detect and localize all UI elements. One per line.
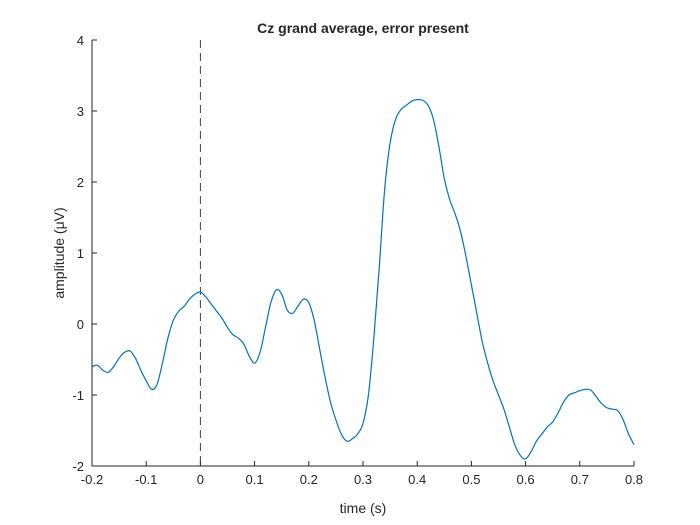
x-tick-label: 0.5 — [462, 472, 480, 487]
x-tick-label: -0.2 — [81, 472, 103, 487]
amplitude-series-line — [91, 98, 635, 460]
y-tick-label: -1 — [72, 388, 84, 403]
y-tick-label: 2 — [77, 175, 84, 190]
y-tick-label: 1 — [77, 246, 84, 261]
x-tick-label: 0 — [197, 472, 204, 487]
y-tick-label: 3 — [77, 104, 84, 119]
chart-title: Cz grand average, error present — [257, 20, 469, 36]
x-tick-label: 0.8 — [625, 472, 643, 487]
x-tick-label: 0.6 — [517, 472, 535, 487]
y-tick-label: -2 — [72, 459, 84, 474]
y-tick-label: 4 — [77, 33, 84, 48]
x-tick-label: -0.1 — [135, 472, 157, 487]
y-tick-label: 0 — [77, 317, 84, 332]
x-tick-label: 0.1 — [246, 472, 264, 487]
x-axis-ticks: -0.2 -0.1 0 0.1 0.2 0.3 0.4 0.5 0.6 0.7 0.8 — [81, 461, 643, 487]
x-tick-label: 0.3 — [354, 472, 372, 487]
x-axis-label: time (s) — [340, 500, 387, 516]
y-axis-ticks: -2 -1 0 1 2 3 4 — [72, 33, 97, 474]
x-tick-label: 0.4 — [408, 472, 426, 487]
x-tick-label: 0.7 — [571, 472, 589, 487]
x-tick-label: 0.2 — [300, 472, 318, 487]
y-axis-label: amplitude (μV) — [51, 207, 67, 298]
